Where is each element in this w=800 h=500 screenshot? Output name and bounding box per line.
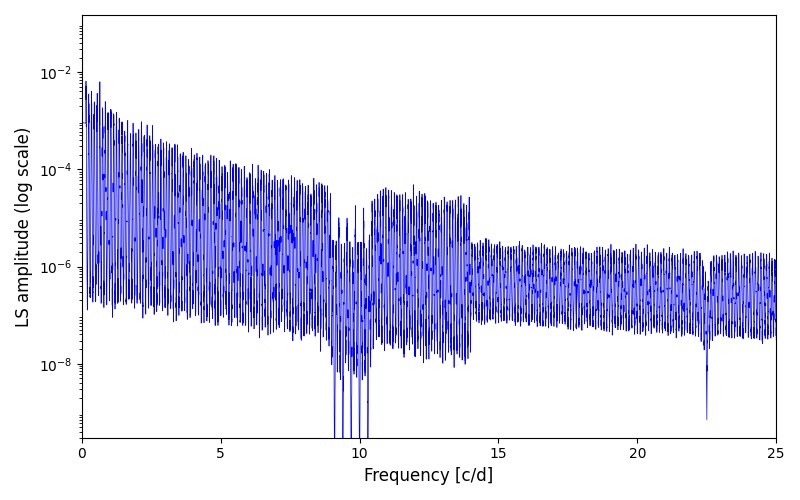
Y-axis label: LS amplitude (log scale): LS amplitude (log scale) [15, 126, 33, 326]
X-axis label: Frequency [c/d]: Frequency [c/d] [364, 467, 494, 485]
